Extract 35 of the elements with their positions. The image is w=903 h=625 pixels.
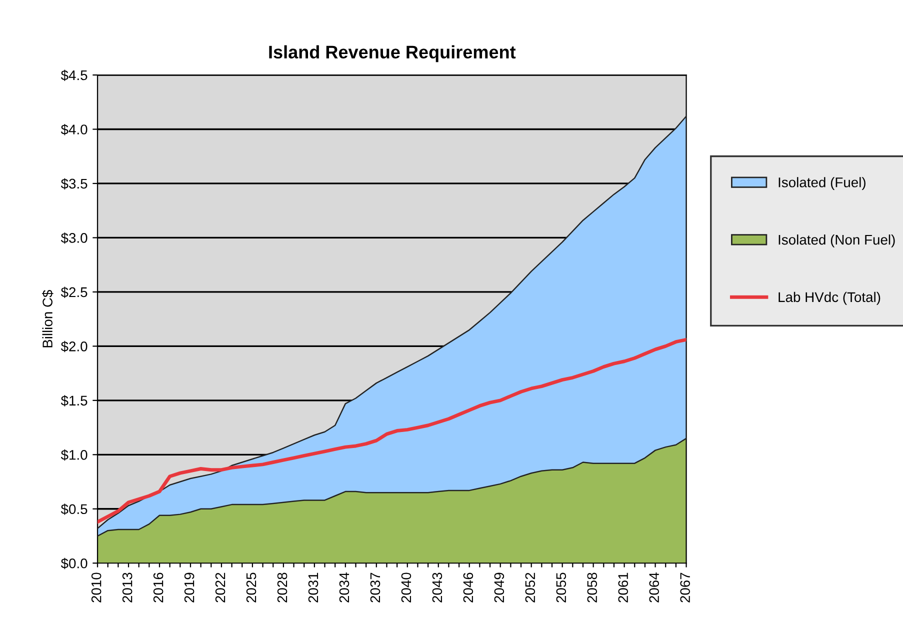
x-tick-label: 2010 xyxy=(91,572,102,602)
x-tick-label: 2049 xyxy=(494,572,504,602)
x-tick-label: 2058 xyxy=(587,572,598,602)
x-tick-label: 2064 xyxy=(649,572,660,602)
x-tick-label: 2025 xyxy=(246,572,256,602)
legend-label: Isolated (Fuel) xyxy=(778,177,866,190)
x-tick-label: 2061 xyxy=(618,572,628,602)
y-tick-label: $3.5 xyxy=(60,178,88,190)
x-tick-label: 2055 xyxy=(556,572,566,602)
x-tick-label: 2031 xyxy=(308,572,318,602)
y-tick-label: $3.0 xyxy=(60,232,88,244)
legend-label: Lab HVdc (Total) xyxy=(778,292,880,305)
y-tick-label: $4.5 xyxy=(60,70,88,81)
x-tick-label: 2037 xyxy=(370,572,380,602)
chart-title: Island Revenue Requirement xyxy=(269,45,516,62)
x-tick-label: 2052 xyxy=(525,572,536,602)
x-tick-label: 2067 xyxy=(680,572,690,602)
y-tick-label: $0.5 xyxy=(60,504,88,515)
x-tick-label: 2022 xyxy=(215,572,226,602)
y-tick-label: $4.0 xyxy=(60,124,88,136)
x-tick-label: 2034 xyxy=(339,572,350,602)
x-tick-label: 2013 xyxy=(122,572,132,602)
x-tick-label: 2040 xyxy=(401,572,412,602)
legend-label: Isolated (Non Fuel) xyxy=(778,234,895,248)
x-tick-label: 2019 xyxy=(184,572,194,602)
x-tick-label: 2043 xyxy=(432,572,442,602)
y-axis-title: Billion C$ xyxy=(42,290,54,348)
y-tick-label: $2.0 xyxy=(60,340,88,352)
x-tick-label: 2046 xyxy=(463,572,474,602)
x-tick-label: 2028 xyxy=(277,572,288,602)
y-tick-label: $1.5 xyxy=(60,395,88,406)
x-tick-label: 2016 xyxy=(153,572,164,602)
y-tick-label: $0.0 xyxy=(60,558,88,570)
y-tick-label: $1.0 xyxy=(60,449,88,461)
y-tick-label: $2.5 xyxy=(60,286,88,298)
